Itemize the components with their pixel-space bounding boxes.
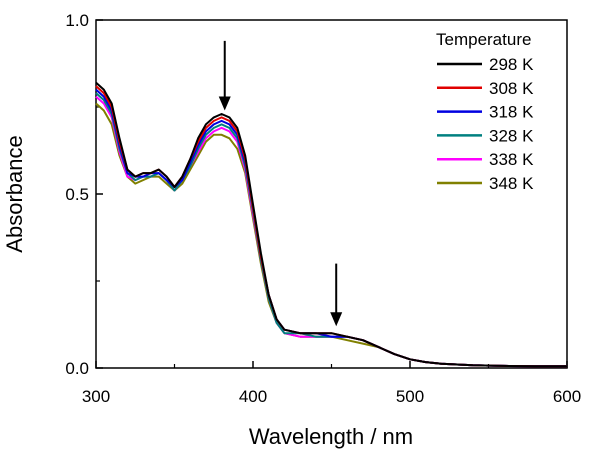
legend-item: 328 K bbox=[437, 126, 534, 145]
down-arrow-annotation bbox=[218, 40, 231, 111]
y-axis-title: Absorbance bbox=[2, 135, 27, 252]
legend-label: 308 K bbox=[489, 79, 534, 98]
down-arrow-annotation bbox=[330, 263, 343, 327]
legend-item: 318 K bbox=[437, 103, 534, 122]
x-tick-label: 500 bbox=[396, 387, 424, 406]
x-tick-label: 300 bbox=[82, 387, 110, 406]
annotations bbox=[218, 40, 343, 327]
series-line bbox=[95, 81, 567, 368]
legend-item: 308 K bbox=[437, 79, 534, 98]
y-tick-label: 1.0 bbox=[65, 11, 89, 30]
y-axis-ticks: 0.0 0.5 1.0 bbox=[65, 11, 103, 378]
legend-label: 338 K bbox=[489, 150, 534, 169]
legend-item: 348 K bbox=[437, 174, 534, 193]
x-axis-title: Wavelength / nm bbox=[249, 424, 413, 449]
x-axis-ticks: 300 400 500 600 bbox=[82, 361, 581, 406]
legend: Temperature 298 K 308 K 318 K 328 K 338 K 348… bbox=[436, 30, 534, 193]
legend-label: 328 K bbox=[489, 126, 534, 145]
series-group bbox=[95, 81, 567, 368]
legend-label: 298 K bbox=[489, 55, 534, 74]
x-tick-label: 600 bbox=[553, 387, 581, 406]
legend-label: 318 K bbox=[489, 103, 534, 122]
legend-item: 298 K bbox=[437, 55, 534, 74]
y-tick-label: 0.0 bbox=[65, 359, 89, 378]
legend-label: 348 K bbox=[489, 174, 534, 193]
legend-item: 338 K bbox=[437, 150, 534, 169]
x-tick-label: 400 bbox=[239, 387, 267, 406]
y-tick-label: 0.5 bbox=[65, 185, 89, 204]
legend-title: Temperature bbox=[436, 30, 531, 49]
